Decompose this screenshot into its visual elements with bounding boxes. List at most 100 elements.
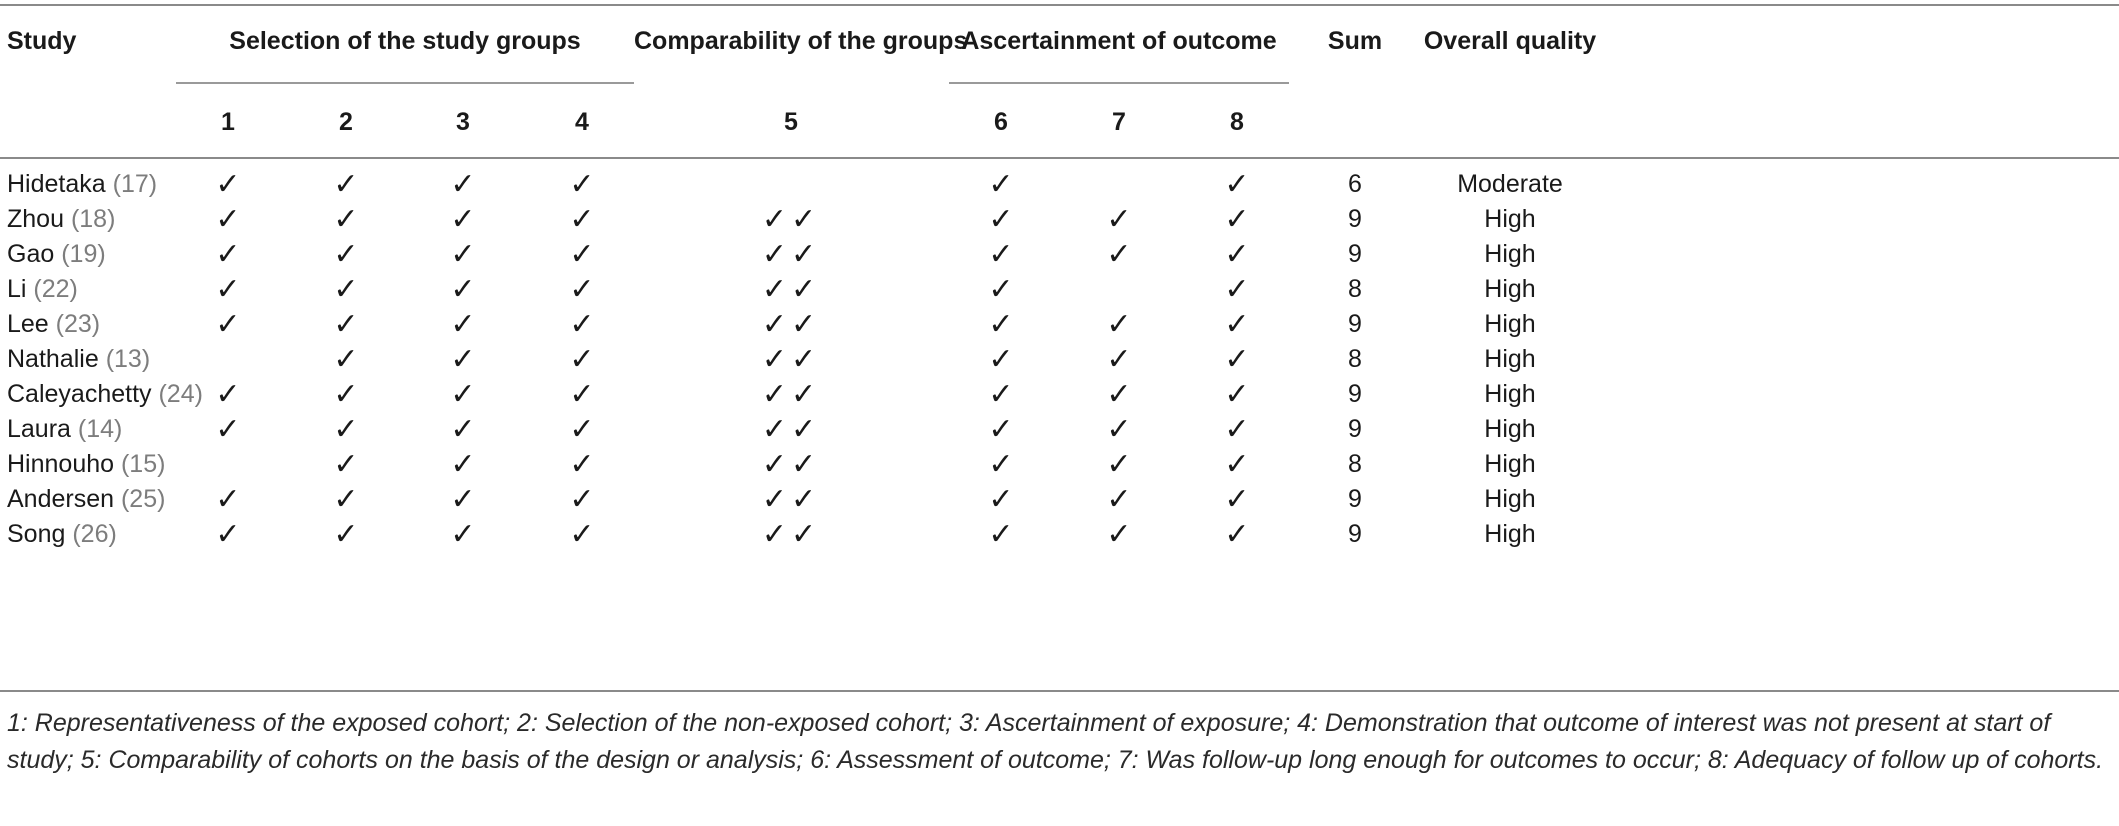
sum-value: 9 [1348,485,1362,513]
sum-value: 9 [1348,240,1362,268]
item-3-check: ✓ [450,412,476,447]
item-7-check: ✓ [1106,342,1132,377]
study-name: Caleyachetty [7,380,152,408]
item-5-check: ✓✓ [761,237,821,272]
overall-quality-value: High [1484,240,1536,268]
item-3-check: ✓ [450,447,476,482]
table-row: Nathalie (13) ✓ ✓ ✓ ✓✓ ✓ ✓ ✓ 8 High [0,336,2119,383]
item-2-check: ✓ [333,202,359,237]
sum-value: 8 [1348,345,1362,373]
item-5-check: ✓✓ [761,517,821,552]
header-comparability: Comparability of the groups [634,27,968,55]
study-name-cell: Song (26) [7,511,117,558]
study-name-cell: Zhou (18) [7,196,115,243]
item-3-check: ✓ [450,237,476,272]
item-5-check: ✓✓ [761,272,821,307]
item-3-check: ✓ [450,517,476,552]
study-name-cell: Gao (19) [7,231,106,278]
item-2-check: ✓ [333,482,359,517]
item-1-check: ✓ [215,377,241,412]
ascertainment-group-rule [949,82,1289,84]
item-2-check: ✓ [333,342,359,377]
item-1-check: ✓ [215,307,241,342]
study-name: Zhou [7,205,64,233]
item-4-check: ✓ [569,202,595,237]
header-item-7: 7 [1112,108,1126,136]
study-reference: (14) [77,415,123,443]
item-1-check: ✓ [215,517,241,552]
sum-value: 9 [1348,310,1362,338]
study-name: Song [7,520,66,548]
study-reference: (24) [158,380,203,408]
item-6-check: ✓ [988,482,1014,517]
bottom-rule [0,690,2119,692]
item-7-check: ✓ [1106,517,1132,552]
item-2-check: ✓ [333,307,359,342]
study-name-cell: Hidetaka (17) [7,161,157,208]
header-item-5: 5 [784,108,798,136]
sum-value: 6 [1348,170,1362,198]
item-5-check: ✓✓ [761,447,821,482]
item-8-check: ✓ [1224,167,1250,202]
item-1-check: ✓ [215,412,241,447]
header-sum: Sum [1327,27,1383,55]
item-8-check: ✓ [1224,342,1250,377]
item-8-check: ✓ [1224,482,1250,517]
item-5-check: ✓✓ [761,202,821,237]
item-7-check: ✓ [1106,482,1132,517]
overall-quality-value: High [1484,520,1536,548]
item-4-check: ✓ [569,237,595,272]
item-8-check: ✓ [1224,237,1250,272]
item-1-check: ✓ [215,202,241,237]
table-row: Lee (23) ✓ ✓ ✓ ✓ ✓✓ ✓ ✓ ✓ 9 High [0,301,2119,348]
item-2-check: ✓ [333,517,359,552]
study-name: Hidetaka [7,170,106,198]
item-7-check: ✓ [1106,307,1132,342]
overall-quality-value: High [1484,310,1536,338]
item-6-check: ✓ [988,342,1014,377]
study-name-cell: Laura (14) [7,406,122,453]
item-6-check: ✓ [988,307,1014,342]
header-item-6: 6 [994,108,1008,136]
study-name-cell: Hinnouho (15) [7,441,165,488]
study-name-cell: Nathalie (13) [7,336,150,383]
item-3-check: ✓ [450,342,476,377]
item-8-check: ✓ [1224,272,1250,307]
item-3-check: ✓ [450,482,476,517]
study-reference: (26) [72,520,117,548]
header-item-3: 3 [456,108,470,136]
item-4-check: ✓ [569,517,595,552]
table-row: Gao (19) ✓ ✓ ✓ ✓ ✓✓ ✓ ✓ ✓ 9 High [0,231,2119,278]
item-7-check: ✓ [1106,202,1132,237]
item-4-check: ✓ [569,167,595,202]
item-3-check: ✓ [450,202,476,237]
overall-quality-value: High [1484,450,1536,478]
overall-quality-value: High [1484,205,1536,233]
item-4-check: ✓ [569,482,595,517]
study-name: Andersen [7,485,115,513]
item-1-check: ✓ [215,167,241,202]
item-2-check: ✓ [333,412,359,447]
study-reference: (23) [55,310,101,338]
item-8-check: ✓ [1224,517,1250,552]
header-selection: Selection of the study groups [229,27,581,55]
table-row: Laura (14) ✓ ✓ ✓ ✓ ✓✓ ✓ ✓ ✓ 9 High [0,406,2119,453]
overall-quality-value: High [1484,485,1536,513]
study-name-cell: Lee (23) [7,301,100,348]
table-row: Li (22) ✓ ✓ ✓ ✓ ✓✓ ✓ ✓ 8 High [0,266,2119,313]
study-reference: (13) [105,345,151,373]
item-6-check: ✓ [988,272,1014,307]
item-6-check: ✓ [988,237,1014,272]
item-8-check: ✓ [1224,447,1250,482]
table-row: Hidetaka (17) ✓ ✓ ✓ ✓ ✓ ✓ 6 Moderate [0,161,2119,208]
header-study: Study [7,27,77,55]
item-5-check: ✓✓ [761,412,821,447]
overall-quality-value: High [1484,415,1536,443]
top-rule [0,4,2119,6]
item-4-check: ✓ [569,342,595,377]
item-6-check: ✓ [988,412,1014,447]
study-reference: (18) [70,205,116,233]
sum-value: 9 [1348,380,1362,408]
overall-quality-value: High [1484,345,1536,373]
item-2-check: ✓ [333,237,359,272]
